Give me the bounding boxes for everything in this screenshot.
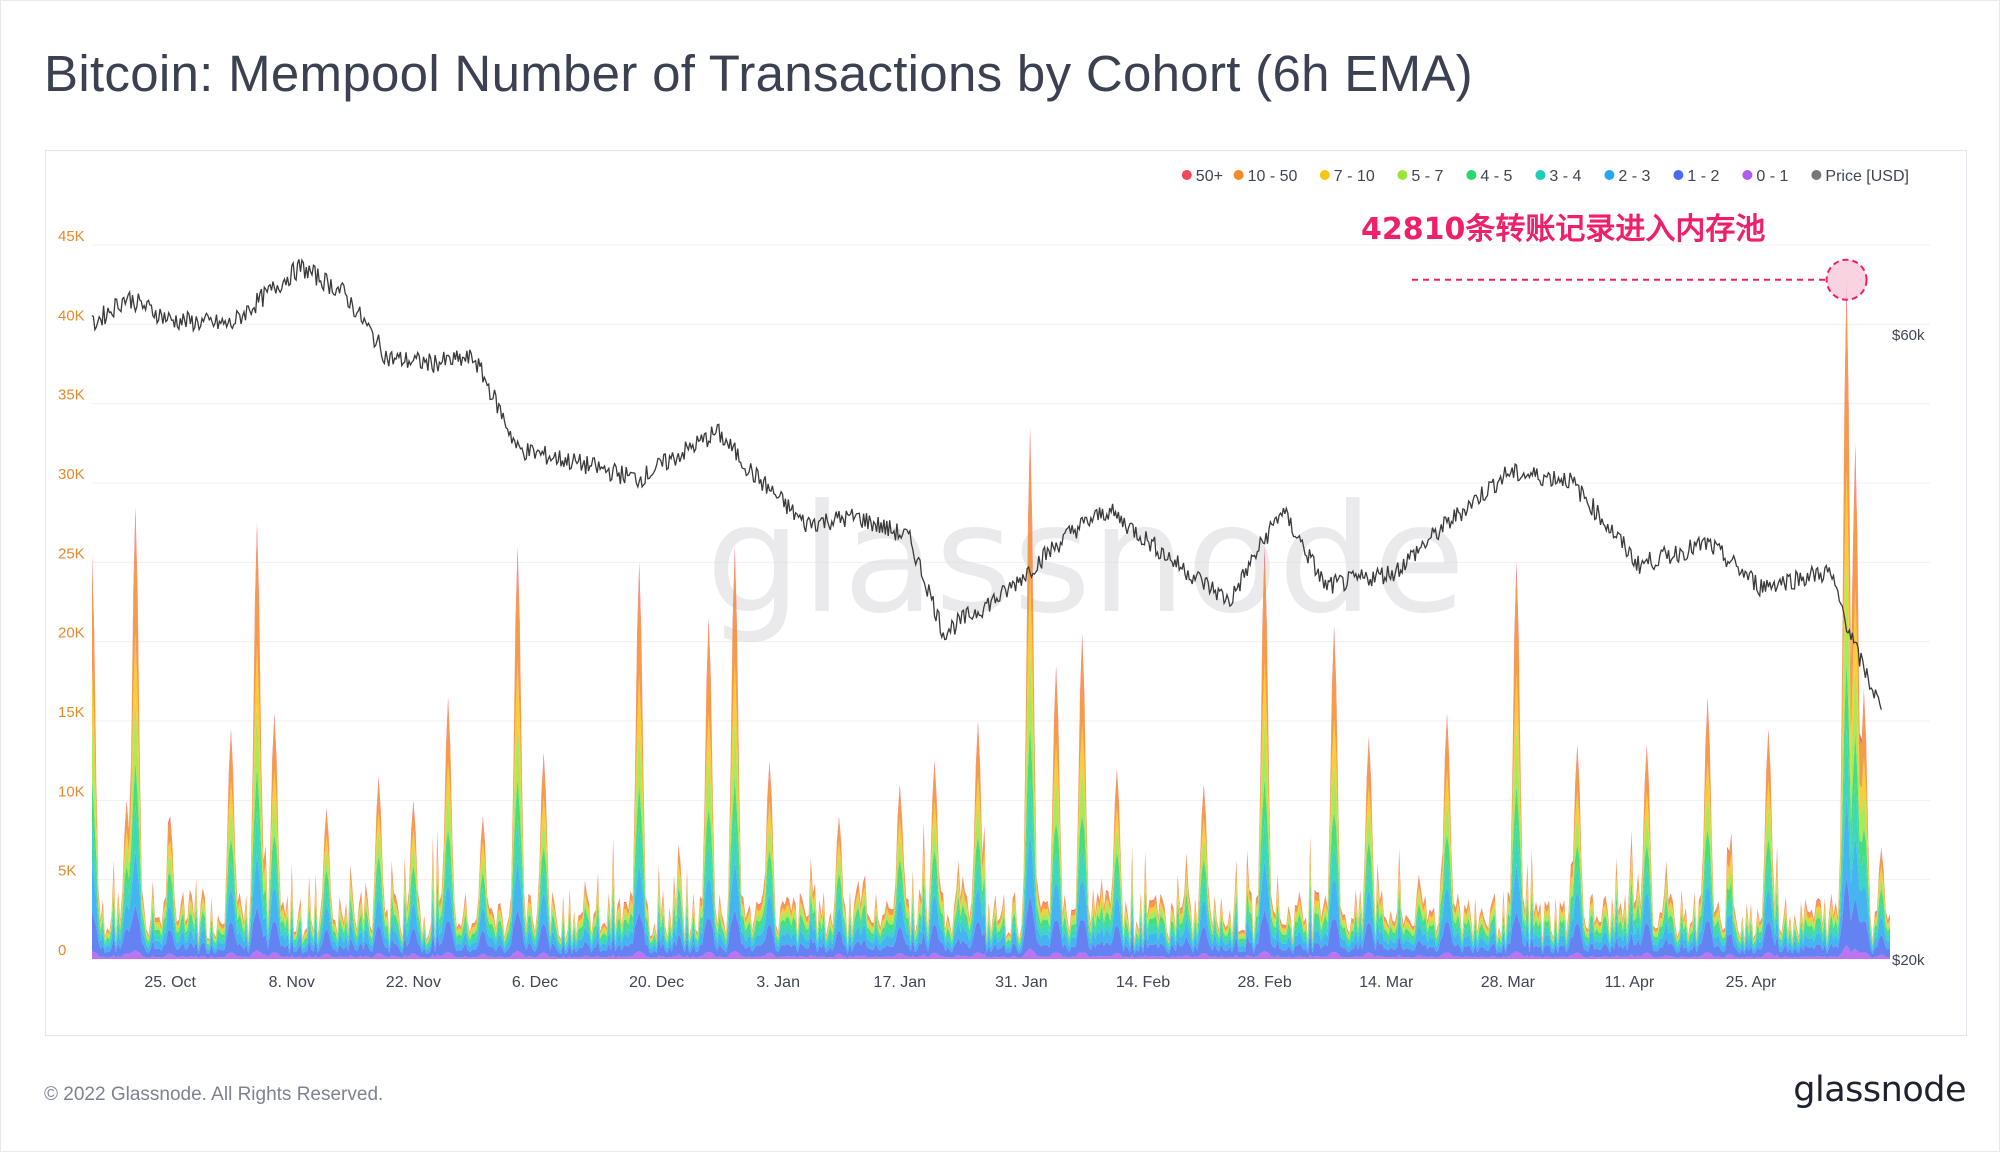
annotation-label: 42810条转账记录进入内存池 (1361, 212, 1765, 247)
y-tick-label: 15K (58, 704, 85, 721)
glassnode-logo: glassnode (1793, 1070, 1966, 1110)
legend-dot (1319, 170, 1330, 180)
legend-label: 50+ (1196, 168, 1223, 185)
x-tick-label: 31. Jan (995, 974, 1047, 991)
cohort-area-5-7 (92, 565, 1890, 946)
y-tick-label: 20K (58, 625, 85, 642)
x-tick-label: 3. Jan (756, 974, 800, 991)
x-tick-label: 14. Mar (1359, 974, 1414, 991)
legend-label: 0 - 1 (1756, 168, 1788, 185)
legend-dot (1811, 170, 1822, 180)
legend-dot (1181, 170, 1192, 180)
annotation-marker (1825, 258, 1868, 301)
x-tick-label: 6. Dec (512, 974, 558, 991)
y2-tick-label: $20k (1892, 952, 1925, 969)
legend-dot (1233, 170, 1244, 180)
price-line (91, 258, 1882, 710)
x-tick-label: 25. Apr (1726, 974, 1777, 991)
x-tick-label: 8. Nov (269, 974, 315, 991)
y-tick-label: 40K (58, 307, 85, 324)
x-tick-label: 28. Feb (1237, 974, 1291, 991)
legend-dot (1397, 170, 1408, 180)
x-tick-label: 22. Nov (386, 974, 441, 991)
legend-dot (1742, 170, 1753, 180)
chart-frame: 0 5K 10K 15K 20K 25K 30K 35K 40K 45K $20k $60k glass… (45, 150, 1967, 1036)
legend-label: 5 - 7 (1411, 168, 1443, 185)
x-tick-label: 20. Dec (629, 974, 684, 991)
y-tick-label: 30K (58, 466, 85, 483)
x-tick-label: 14. Feb (1116, 974, 1170, 991)
legend-label: 7 - 10 (1334, 168, 1375, 185)
legend-label: 1 - 2 (1687, 168, 1719, 185)
cohort-area-2-3 (92, 796, 1890, 954)
y-tick-label: 0 (58, 942, 66, 959)
legend-label: 10 - 50 (1248, 168, 1298, 185)
legend-label: 3 - 4 (1549, 168, 1581, 185)
cohort-area-1-2 (92, 877, 1890, 959)
y-tick-label: 10K (58, 783, 85, 800)
footer-copyright: © 2022 Glassnode. All Rights Reserved. (44, 1084, 384, 1105)
cohort-area-4-5 (92, 660, 1890, 948)
cohort-area-0-1 (92, 945, 1890, 959)
page-title: Bitcoin: Mempool Number of Transactions … (44, 45, 1473, 102)
x-tick-label: 25. Oct (144, 974, 196, 991)
legend-dot (1673, 170, 1684, 180)
y-tick-label: 45K (58, 228, 85, 245)
y-tick-label: 35K (58, 387, 85, 404)
legend-label: 2 - 3 (1618, 168, 1650, 185)
legend-dot (1535, 170, 1546, 180)
chart-svg: 0 5K 10K 15K 20K 25K 30K 35K 40K 45K $20k $60k glass… (58, 168, 1930, 991)
y-tick-label: 25K (58, 545, 85, 562)
legend-dot (1466, 170, 1477, 180)
y2-tick-label: $60k (1892, 327, 1925, 344)
legend-label: 4 - 5 (1480, 168, 1512, 185)
x-tick-label: 11. Apr (1605, 974, 1655, 991)
x-tick-label: 17. Jan (874, 974, 926, 991)
y-tick-label: 5K (58, 863, 76, 880)
x-tick-label: 28. Mar (1481, 974, 1536, 991)
cohort-area-7-10 (92, 469, 1890, 944)
cohort-area-3-4 (92, 728, 1890, 951)
watermark: glassnode (706, 473, 1465, 647)
legend-label: Price [USD] (1825, 168, 1909, 185)
legend-dot (1604, 170, 1615, 180)
